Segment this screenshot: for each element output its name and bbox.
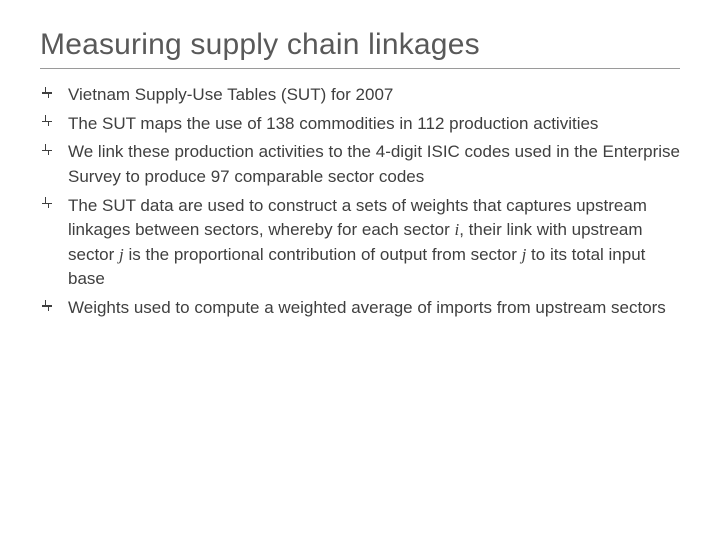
- bullet-icon: [42, 305, 52, 306]
- list-item-text: The SUT maps the use of 138 commodities …: [68, 114, 598, 133]
- bullet-icon: [42, 121, 52, 122]
- list-item: Vietnam Supply-Use Tables (SUT) for 2007: [40, 83, 680, 108]
- list-item: The SUT data are used to construct a set…: [40, 194, 680, 293]
- slide-title: Measuring supply chain linkages: [40, 28, 680, 62]
- bullet-list: Vietnam Supply-Use Tables (SUT) for 2007…: [40, 83, 680, 321]
- list-item-text: Vietnam Supply-Use Tables (SUT) for 2007: [68, 85, 393, 104]
- slide: Measuring supply chain linkages Vietnam …: [0, 0, 720, 540]
- bullet-icon: [42, 203, 52, 204]
- bullet-icon: [42, 150, 52, 151]
- list-item-text: The SUT data are used to construct a set…: [68, 196, 647, 289]
- list-item-text: Weights used to compute a weighted avera…: [68, 298, 666, 317]
- list-item: The SUT maps the use of 138 commodities …: [40, 112, 680, 137]
- list-item-text: We link these production activities to t…: [68, 142, 680, 186]
- title-underline: [40, 68, 680, 69]
- bullet-icon: [42, 92, 52, 93]
- list-item: We link these production activities to t…: [40, 140, 680, 189]
- list-item: Weights used to compute a weighted avera…: [40, 296, 680, 321]
